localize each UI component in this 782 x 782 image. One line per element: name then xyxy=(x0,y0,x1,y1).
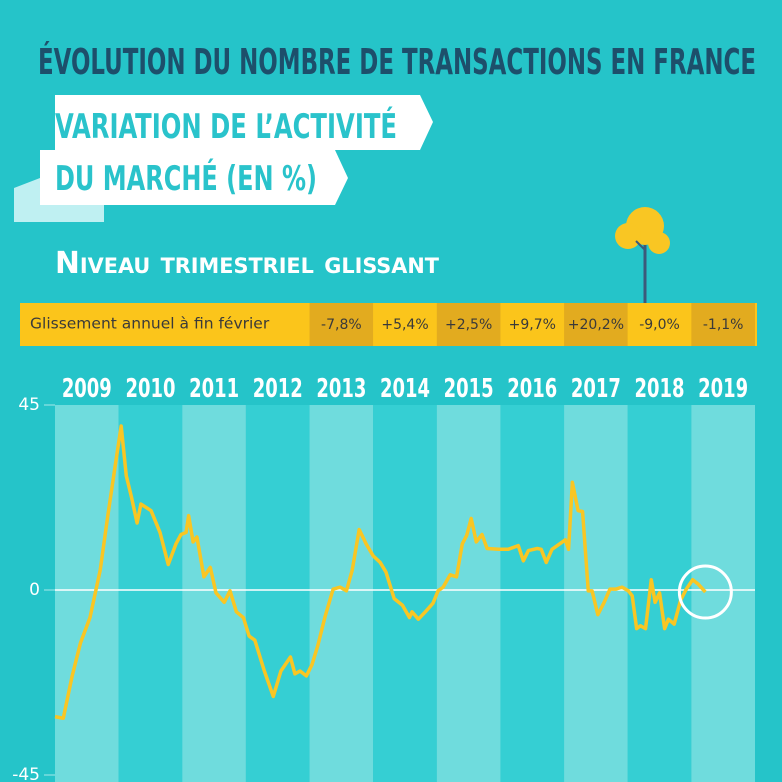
tree-icon xyxy=(615,207,670,303)
subtitle: Niveau trimestriel glissant xyxy=(55,246,439,281)
year-label: 2015 xyxy=(444,374,494,404)
year-label: 2018 xyxy=(635,374,685,404)
annual-cell xyxy=(373,303,437,346)
year-band xyxy=(500,405,565,782)
annual-value: +5,4% xyxy=(381,317,428,333)
year-band xyxy=(564,405,628,782)
year-band xyxy=(691,405,755,782)
banner-line: DU MARCHÉ (EN %) xyxy=(55,158,317,199)
annual-value: +2,5% xyxy=(445,317,492,333)
year-label: 2017 xyxy=(571,374,621,404)
annual-value: -1,1% xyxy=(703,317,744,333)
year-label: 2014 xyxy=(380,374,430,404)
y-tick-label: -45 xyxy=(12,765,40,782)
year-band xyxy=(55,405,119,782)
y-tick-label: 0 xyxy=(29,580,40,600)
annual-cell xyxy=(627,303,692,346)
annual-cell xyxy=(436,303,501,346)
annual-value: -9,0% xyxy=(639,317,680,333)
year-label: 2011 xyxy=(189,374,239,404)
year-band xyxy=(118,405,183,782)
data-line xyxy=(54,424,707,721)
year-label: 2013 xyxy=(316,374,366,404)
year-band xyxy=(245,405,310,782)
year-band xyxy=(373,405,437,782)
highlight-circle xyxy=(677,564,733,620)
year-band xyxy=(436,405,501,782)
annual-value: +9,7% xyxy=(509,317,556,333)
annual-cell xyxy=(309,303,374,346)
y-tick-label: 45 xyxy=(18,395,40,415)
year-label: 2010 xyxy=(125,374,175,404)
annual-cell xyxy=(691,303,755,346)
annual-cell xyxy=(500,303,565,346)
year-label: 2019 xyxy=(698,374,748,404)
year-label: 2016 xyxy=(507,374,557,404)
title: ÉVOLUTION DU NOMBRE DE TRANSACTIONS EN F… xyxy=(38,41,756,83)
year-band xyxy=(182,405,246,782)
annual-value: -7,8% xyxy=(321,317,362,333)
year-label: 2012 xyxy=(253,374,303,404)
annual-cell xyxy=(564,303,628,346)
banner xyxy=(40,95,433,205)
banner-fold xyxy=(14,178,104,222)
annual-label: Glissement annuel à fin février xyxy=(30,315,270,333)
annual-value: +20,2% xyxy=(568,317,624,333)
year-band xyxy=(309,405,374,782)
year-label: 2009 xyxy=(62,374,112,404)
banner-line: VARIATION DE L’ACTIVITÉ xyxy=(55,106,397,147)
